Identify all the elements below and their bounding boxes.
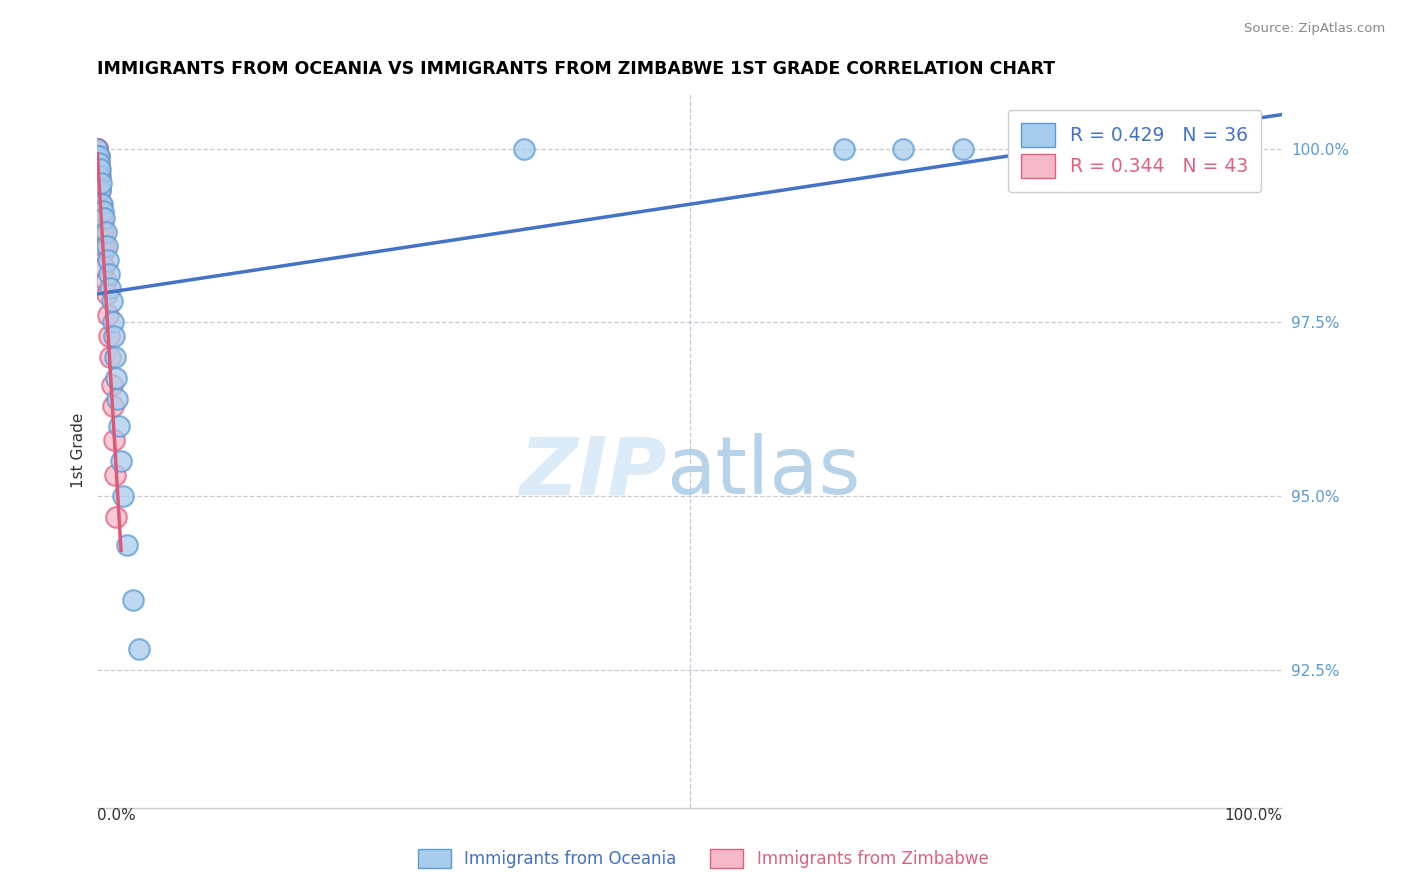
Point — [86, 142, 108, 156]
Point — [87, 162, 110, 177]
Point — [98, 267, 121, 281]
Point — [104, 468, 127, 483]
Point — [105, 509, 128, 524]
Point — [98, 329, 121, 343]
Point — [90, 197, 112, 211]
Point — [86, 162, 108, 177]
Point — [86, 148, 108, 162]
Y-axis label: 1st Grade: 1st Grade — [72, 413, 86, 489]
Point — [86, 155, 108, 169]
Point — [91, 225, 114, 239]
Point — [89, 183, 111, 197]
Point — [86, 142, 108, 156]
Point — [86, 142, 108, 156]
Text: 100.0%: 100.0% — [1225, 808, 1282, 823]
Point — [91, 232, 114, 246]
Point — [832, 142, 855, 156]
Point — [91, 211, 114, 225]
Point — [90, 177, 112, 191]
Point — [103, 434, 125, 448]
Point — [86, 169, 108, 184]
Point — [104, 350, 127, 364]
Point — [89, 204, 111, 219]
Point — [87, 155, 110, 169]
Point — [86, 142, 108, 156]
Point — [94, 274, 117, 288]
Point — [93, 239, 115, 253]
Point — [86, 162, 108, 177]
Point — [115, 537, 138, 551]
Point — [89, 169, 111, 184]
Point — [86, 142, 108, 156]
Point — [87, 155, 110, 169]
Point — [100, 280, 122, 294]
Point — [86, 148, 108, 162]
Text: ZIP: ZIP — [519, 434, 666, 511]
Text: IMMIGRANTS FROM OCEANIA VS IMMIGRANTS FROM ZIMBABWE 1ST GRADE CORRELATION CHART: IMMIGRANTS FROM OCEANIA VS IMMIGRANTS FR… — [97, 60, 1056, 78]
Point — [122, 593, 145, 607]
Legend: R = 0.429   N = 36, R = 0.344   N = 43: R = 0.429 N = 36, R = 0.344 N = 43 — [1008, 110, 1261, 192]
Point — [100, 294, 122, 309]
Point — [96, 239, 118, 253]
Point — [93, 260, 115, 274]
Point — [86, 177, 108, 191]
Point — [1223, 142, 1246, 156]
Point — [97, 252, 120, 267]
Point — [93, 211, 115, 225]
Point — [101, 315, 124, 329]
Text: Source: ZipAtlas.com: Source: ZipAtlas.com — [1244, 22, 1385, 36]
Point — [87, 169, 110, 184]
Point — [86, 142, 108, 156]
Point — [100, 377, 122, 392]
Point — [86, 142, 108, 156]
Point — [86, 148, 108, 162]
Point — [112, 489, 135, 503]
Point — [97, 308, 120, 322]
Point — [89, 162, 111, 177]
Point — [100, 350, 122, 364]
Point — [96, 287, 118, 301]
Point — [86, 142, 108, 156]
Point — [91, 197, 114, 211]
Point — [107, 419, 129, 434]
Point — [107, 392, 129, 406]
Point — [86, 162, 108, 177]
Point — [91, 245, 114, 260]
Text: atlas: atlas — [666, 434, 860, 511]
Point — [952, 142, 974, 156]
Point — [103, 329, 125, 343]
Point — [128, 641, 150, 656]
Point — [513, 142, 536, 156]
Point — [1118, 142, 1140, 156]
Point — [86, 148, 108, 162]
Point — [90, 218, 112, 232]
Point — [87, 148, 110, 162]
Point — [891, 142, 914, 156]
Point — [87, 183, 110, 197]
Point — [94, 225, 117, 239]
Point — [86, 169, 108, 184]
Text: 0.0%: 0.0% — [97, 808, 136, 823]
Point — [91, 204, 114, 219]
Legend: Immigrants from Oceania, Immigrants from Zimbabwe: Immigrants from Oceania, Immigrants from… — [411, 842, 995, 875]
Point — [105, 371, 128, 385]
Point — [101, 399, 124, 413]
Point — [110, 454, 132, 468]
Point — [87, 148, 110, 162]
Point — [89, 183, 111, 197]
Point — [86, 155, 108, 169]
Point — [86, 142, 108, 156]
Point — [86, 155, 108, 169]
